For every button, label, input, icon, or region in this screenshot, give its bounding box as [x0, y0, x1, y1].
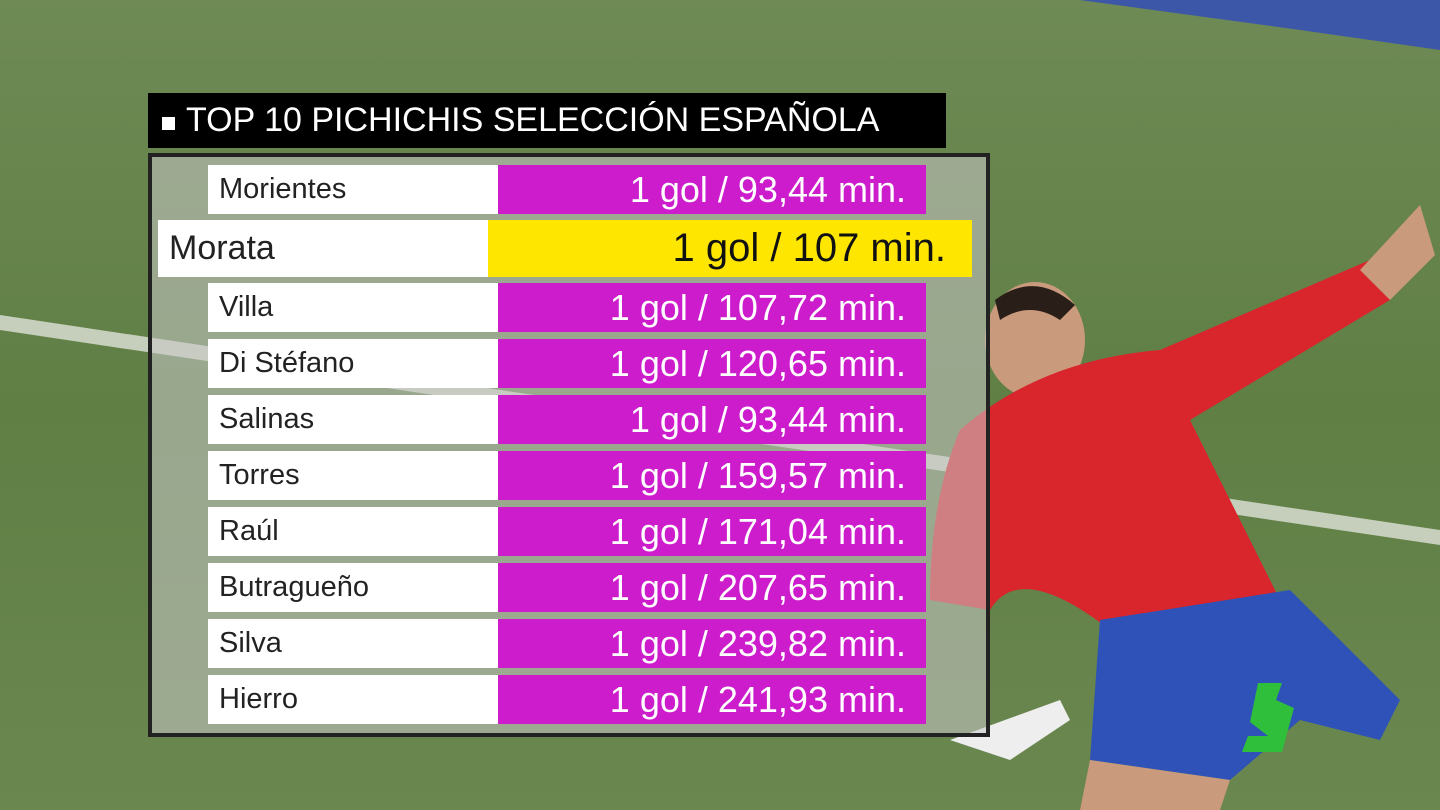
player-name: Silva	[208, 619, 498, 668]
goal-ratio: 1 gol / 93,44 min.	[498, 395, 926, 444]
player-name: Morata	[158, 220, 488, 277]
player-name: Butragueño	[208, 563, 498, 612]
player-name: Torres	[208, 451, 498, 500]
goal-ratio: 1 gol / 120,65 min.	[498, 339, 926, 388]
advertising-board	[1080, 0, 1440, 50]
goal-ratio: 1 gol / 93,44 min.	[498, 165, 926, 214]
goal-ratio: 1 gol / 171,04 min.	[498, 507, 926, 556]
channel-logo	[1242, 683, 1294, 752]
goal-ratio: 1 gol / 241,93 min.	[498, 675, 926, 724]
goal-ratio: 1 gol / 107,72 min.	[498, 283, 926, 332]
player-name: Di Stéfano	[208, 339, 498, 388]
goal-ratio: 1 gol / 107 min.	[488, 220, 972, 277]
player-name: Hierro	[208, 675, 498, 724]
player-name: Morientes	[208, 165, 498, 214]
player-name: Salinas	[208, 395, 498, 444]
player-name: Villa	[208, 283, 498, 332]
ranking-table: Morientes 1 gol / 93,44 min. Morata 1 gol /…	[148, 153, 990, 737]
goal-ratio: 1 gol / 207,65 min.	[498, 563, 926, 612]
title: TOP 10 PICHICHIS SELECCIÓN ESPAÑOLA	[148, 93, 946, 148]
goal-ratio: 1 gol / 239,82 min.	[498, 619, 926, 668]
player-name: Raúl	[208, 507, 498, 556]
goal-ratio: 1 gol / 159,57 min.	[498, 451, 926, 500]
player	[930, 205, 1435, 810]
